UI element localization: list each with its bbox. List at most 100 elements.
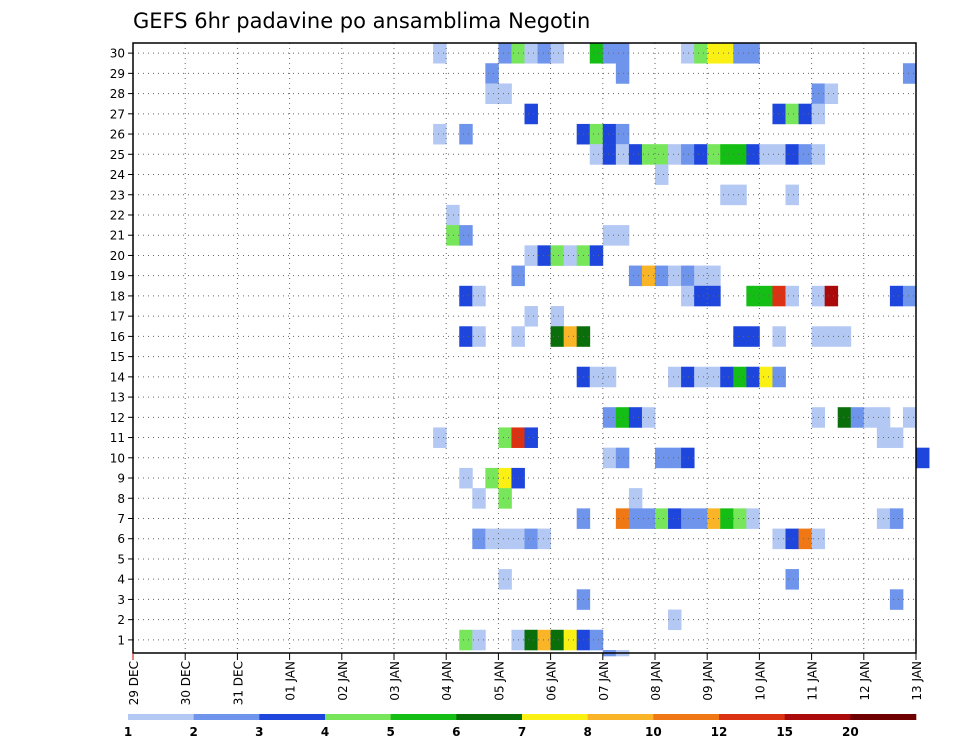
heatmap-cell bbox=[785, 103, 799, 125]
y-tick-label: 3 bbox=[117, 593, 125, 607]
heatmap-cell bbox=[498, 83, 512, 104]
colorbar-label: 15 bbox=[776, 725, 793, 739]
heatmap-cell bbox=[472, 326, 486, 347]
heatmap-cell bbox=[785, 285, 799, 307]
heatmap-cell bbox=[498, 427, 512, 448]
heatmap-cell bbox=[589, 629, 604, 651]
heatmap-cell bbox=[563, 245, 578, 266]
heatmap-cell bbox=[433, 123, 447, 145]
heatmap-cell bbox=[889, 589, 904, 610]
heatmap-cell bbox=[655, 447, 669, 469]
colorbar-swatch bbox=[522, 714, 588, 720]
heatmap-cell bbox=[459, 225, 473, 246]
heatmap-cell bbox=[615, 144, 630, 165]
heatmap-cell bbox=[694, 508, 708, 529]
heatmap-cell bbox=[772, 285, 786, 307]
heatmap-cell bbox=[459, 123, 473, 145]
heatmap-cell bbox=[824, 83, 839, 104]
heatmap-cell bbox=[655, 265, 669, 287]
heatmap-cell bbox=[550, 629, 565, 651]
heatmap-cell bbox=[615, 63, 630, 84]
heatmap-cell bbox=[681, 144, 695, 165]
heatmap-cell bbox=[628, 407, 643, 428]
heatmap-cell bbox=[733, 508, 747, 529]
colorbar-swatch bbox=[390, 714, 457, 720]
heatmap-cell bbox=[589, 123, 604, 145]
heatmap-cell bbox=[759, 144, 773, 165]
heatmap-cell bbox=[524, 306, 538, 327]
heatmap-cell bbox=[824, 285, 839, 307]
heatmap-cells bbox=[433, 43, 930, 657]
heatmap-cell bbox=[550, 245, 565, 266]
heatmap-cell bbox=[602, 123, 617, 145]
heatmap-cell bbox=[681, 447, 695, 469]
heatmap-cell bbox=[615, 447, 630, 469]
heatmap-cell bbox=[668, 366, 682, 388]
heatmap-cell bbox=[681, 43, 695, 64]
heatmap-cell bbox=[798, 103, 812, 125]
heatmap-cell bbox=[602, 407, 617, 428]
heatmap-cell bbox=[733, 43, 747, 64]
y-tick-label: 7 bbox=[117, 512, 125, 526]
heatmap-cell bbox=[668, 447, 682, 469]
heatmap-cell bbox=[524, 629, 538, 651]
x-tick-label: 30 DEC bbox=[179, 661, 193, 705]
heatmap-cell bbox=[615, 407, 630, 428]
heatmap-cell bbox=[589, 245, 604, 266]
heatmap-cell bbox=[668, 508, 682, 529]
heatmap-cell bbox=[498, 528, 512, 550]
x-tick-label: 09 JAN bbox=[701, 661, 715, 701]
heatmap-cell bbox=[472, 488, 486, 509]
heatmap-cell bbox=[472, 285, 486, 307]
heatmap-cell bbox=[668, 144, 682, 165]
colorbar-swatch bbox=[128, 714, 194, 720]
colorbar-swatch bbox=[456, 714, 523, 720]
colorbar-label: 1 bbox=[124, 725, 132, 739]
heatmap-cell bbox=[694, 366, 708, 388]
heatmap-cell bbox=[720, 508, 734, 529]
heatmap-cell bbox=[524, 43, 538, 64]
heatmap-cell bbox=[459, 467, 473, 489]
colorbar-swatch bbox=[587, 714, 654, 720]
y-tick-label: 11 bbox=[110, 431, 125, 445]
y-tick-label: 14 bbox=[110, 370, 125, 384]
y-tick-label: 29 bbox=[110, 67, 125, 81]
x-tick-label: 01 JAN bbox=[284, 661, 298, 701]
heatmap-cell bbox=[889, 285, 904, 307]
heatmap-cell bbox=[837, 407, 852, 428]
heatmap-cell bbox=[615, 225, 630, 246]
chart-title: GEFS 6hr padavine po ansamblima Negotin bbox=[133, 9, 590, 33]
heatmap-cell bbox=[668, 609, 682, 631]
y-tick-label: 15 bbox=[110, 350, 125, 364]
colorbar-swatch bbox=[653, 714, 720, 720]
heatmap-cell bbox=[733, 144, 747, 165]
heatmap-cell bbox=[798, 528, 812, 550]
heatmap-cell bbox=[524, 103, 538, 125]
heatmap-cell bbox=[615, 123, 630, 145]
colorbar-label: 6 bbox=[452, 725, 460, 739]
y-tick-label: 19 bbox=[110, 269, 125, 283]
heatmap-cell bbox=[785, 569, 799, 590]
heatmap-cell bbox=[785, 144, 799, 165]
heatmap-cell bbox=[498, 569, 512, 590]
y-axis: 1234567891011121314151617181920212223242… bbox=[110, 47, 133, 647]
heatmap-cell bbox=[563, 326, 578, 347]
y-tick-label: 8 bbox=[117, 492, 125, 506]
heatmap-cell bbox=[550, 306, 565, 327]
colorbar-label: 20 bbox=[842, 725, 859, 739]
y-tick-label: 13 bbox=[110, 391, 125, 405]
x-tick-label: 06 JAN bbox=[545, 661, 559, 701]
heatmap-cell bbox=[459, 629, 473, 651]
x-tick-label: 10 JAN bbox=[753, 661, 767, 701]
y-tick-label: 10 bbox=[110, 451, 125, 465]
colorbar-label: 2 bbox=[189, 725, 197, 739]
y-tick-label: 18 bbox=[110, 289, 125, 303]
x-tick-label: 04 JAN bbox=[440, 661, 454, 701]
heatmap-cell bbox=[602, 447, 617, 469]
heatmap-cell bbox=[485, 528, 499, 550]
y-tick-label: 23 bbox=[110, 188, 125, 202]
heatmap-cell bbox=[772, 326, 786, 347]
x-tick-label: 07 JAN bbox=[597, 661, 611, 701]
heatmap-cell bbox=[563, 629, 578, 651]
